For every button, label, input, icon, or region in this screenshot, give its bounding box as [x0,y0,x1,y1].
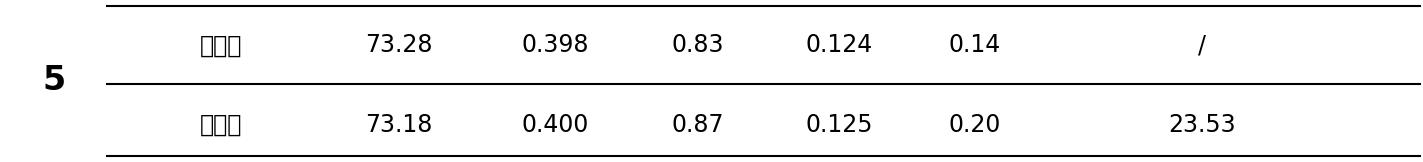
Text: 5: 5 [43,64,65,98]
Text: 73.28: 73.28 [364,33,433,57]
Text: 0.14: 0.14 [949,33,1000,57]
Text: 0.400: 0.400 [521,113,589,137]
Text: 0.87: 0.87 [672,113,723,137]
Text: 0.125: 0.125 [805,113,874,137]
Text: 0.83: 0.83 [672,33,723,57]
Text: 23.53: 23.53 [1168,113,1237,137]
Text: 标准値: 标准値 [199,33,242,57]
Text: 73.18: 73.18 [364,113,433,137]
Text: 0.124: 0.124 [805,33,874,57]
Text: 0.20: 0.20 [949,113,1000,137]
Text: 0.398: 0.398 [521,33,589,57]
Text: /: / [1198,33,1207,57]
Text: 测量値: 测量値 [199,113,242,137]
